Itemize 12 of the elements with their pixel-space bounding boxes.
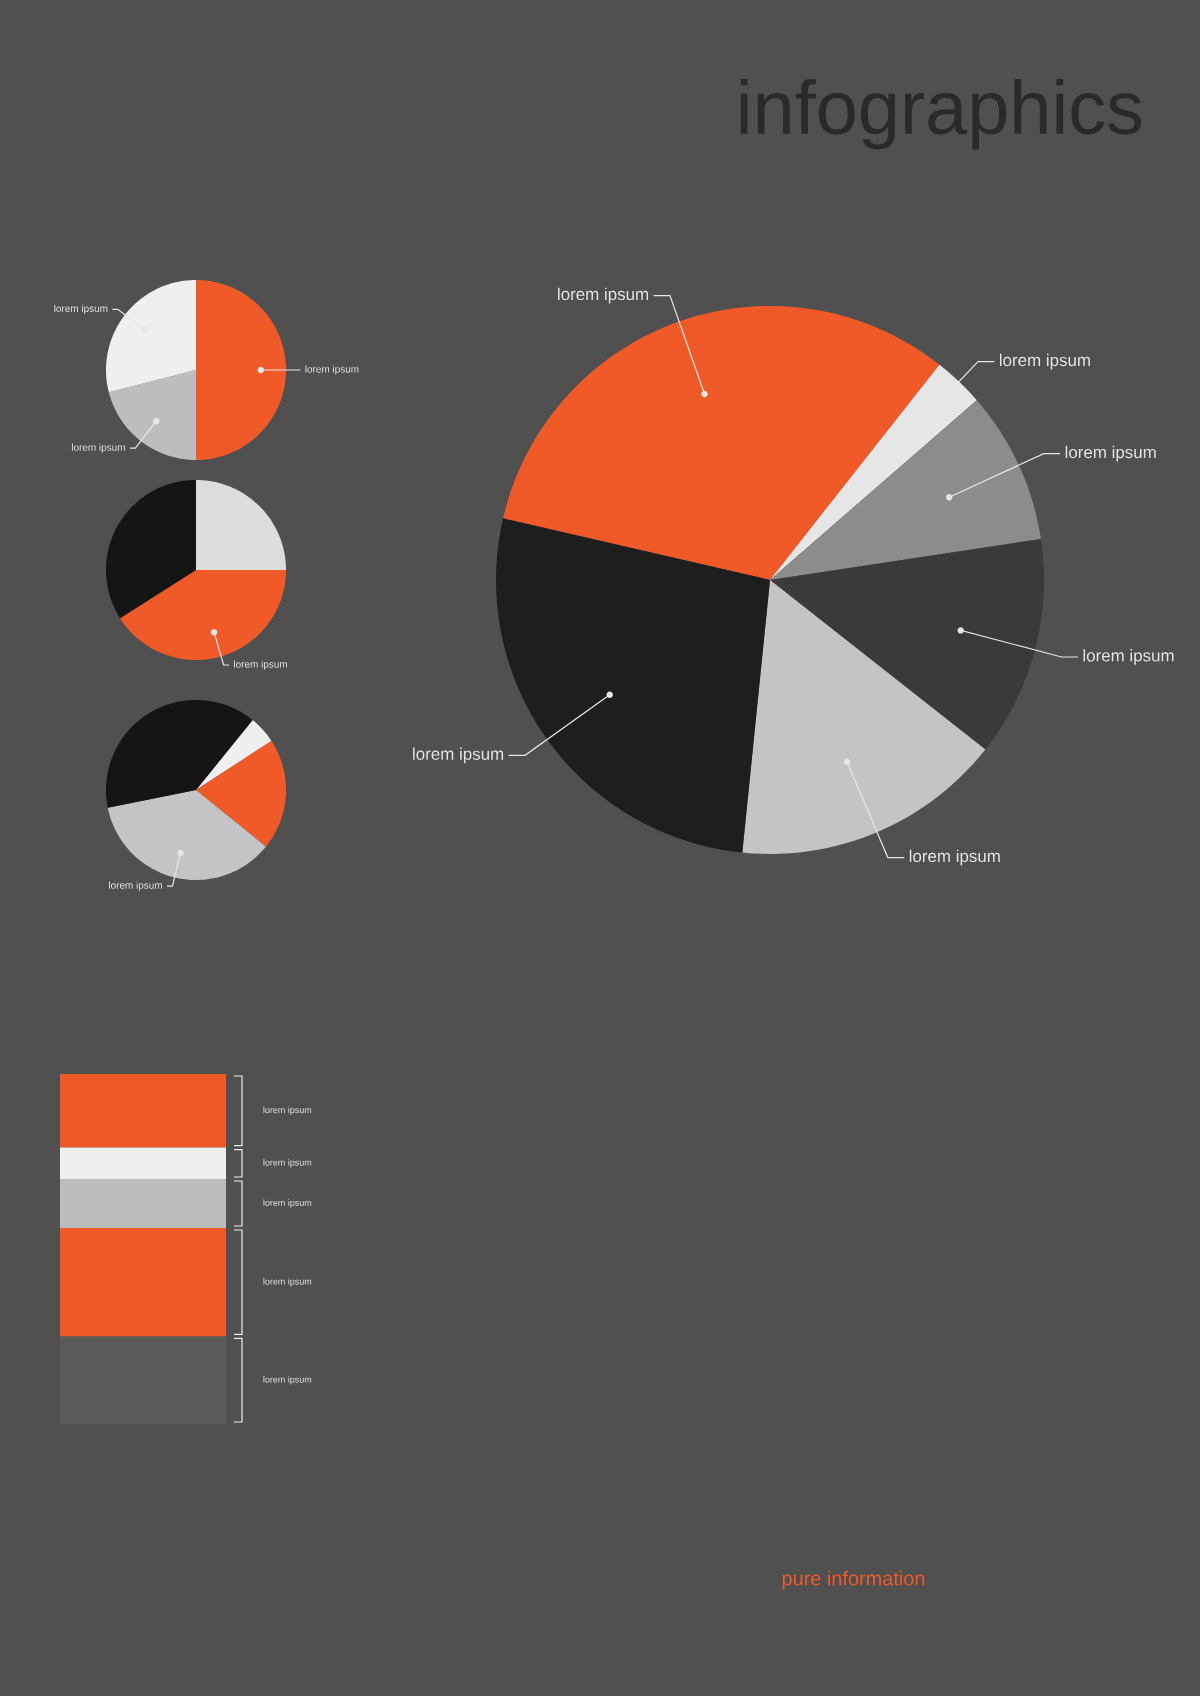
slice-label: lorem ipsum xyxy=(413,747,504,764)
bar xyxy=(60,1227,226,1337)
text: pure information xyxy=(782,1570,925,1590)
slice-label: lorem ipsum xyxy=(999,353,1090,370)
slice-label: lorem ipsum xyxy=(558,287,649,304)
bar xyxy=(60,1073,226,1148)
bar xyxy=(60,1336,226,1424)
bar xyxy=(60,1178,226,1228)
slice-label: lorem ipsum xyxy=(1065,445,1156,462)
slice-label: lorem ipsum xyxy=(1083,649,1174,665)
slice-label: lorem ipsum xyxy=(909,849,1000,866)
bar xyxy=(60,1147,226,1179)
